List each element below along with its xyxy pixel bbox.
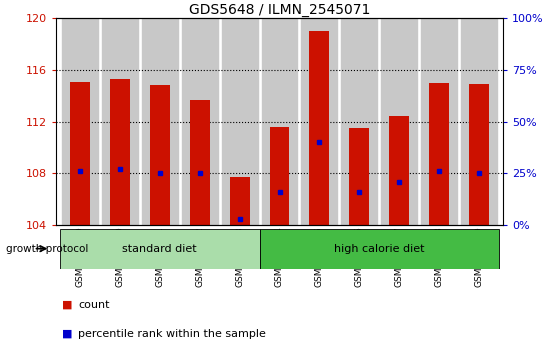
Bar [60, 229, 259, 269]
Bar [301, 18, 338, 225]
Bar [221, 18, 258, 225]
Bar [310, 31, 329, 225]
Bar [230, 177, 249, 225]
Bar [102, 18, 138, 225]
Bar [342, 18, 377, 225]
Bar [110, 79, 130, 225]
Text: percentile rank within the sample: percentile rank within the sample [78, 329, 266, 339]
Bar [70, 82, 90, 225]
Text: standard diet: standard diet [122, 244, 197, 254]
Title: GDS5648 / ILMN_2545071: GDS5648 / ILMN_2545071 [189, 3, 370, 17]
Bar [421, 18, 457, 225]
Text: high calorie diet: high calorie diet [334, 244, 425, 254]
Text: growth protocol: growth protocol [6, 244, 88, 254]
Text: count: count [78, 300, 110, 310]
Bar [269, 127, 290, 225]
Bar [469, 84, 489, 225]
Bar [182, 18, 217, 225]
Bar [429, 83, 449, 225]
Bar [190, 99, 210, 225]
Bar [349, 128, 369, 225]
Bar [381, 18, 417, 225]
Bar [461, 18, 497, 225]
Bar [62, 18, 98, 225]
Bar [262, 18, 297, 225]
Text: ■: ■ [61, 300, 72, 310]
Bar [259, 229, 499, 269]
Bar [142, 18, 178, 225]
Text: ■: ■ [61, 329, 72, 339]
Bar [389, 117, 409, 225]
Bar [150, 85, 170, 225]
